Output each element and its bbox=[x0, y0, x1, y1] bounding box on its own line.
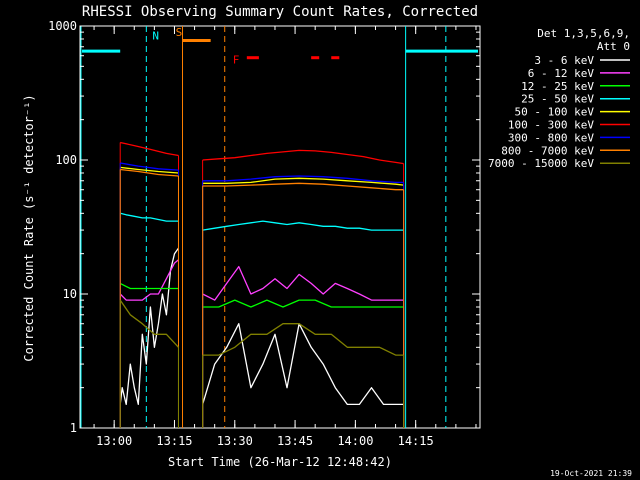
series-line bbox=[202, 182, 404, 191]
x-tick-label: 13:00 bbox=[96, 434, 132, 448]
legend-label: 800 - 7000 keV bbox=[501, 144, 594, 157]
series-line bbox=[202, 299, 404, 308]
series-line bbox=[201, 323, 404, 406]
series-line bbox=[120, 141, 179, 157]
series-line bbox=[120, 212, 179, 222]
series-lines bbox=[119, 141, 405, 428]
series-line bbox=[119, 259, 179, 301]
legend-label: 25 - 50 keV bbox=[521, 93, 594, 106]
legend-header-attenuator: Att 0 bbox=[597, 40, 630, 53]
timestamp: 19-Oct-2021 21:39 bbox=[550, 469, 632, 478]
x-tick-label: 14:00 bbox=[337, 434, 373, 448]
series-line bbox=[120, 162, 179, 171]
series-line bbox=[202, 177, 404, 186]
x-axis-label: Start Time (26-Mar-12 12:48:42) bbox=[168, 455, 392, 469]
legend-label: 3 - 6 keV bbox=[534, 54, 594, 67]
legend-label: 6 - 12 keV bbox=[528, 67, 595, 80]
y-tick-label: 1000 bbox=[48, 19, 77, 33]
plot-border bbox=[79, 25, 481, 429]
y-axis-label: Corrected Count Rate (s⁻¹ detector⁻¹) bbox=[22, 94, 36, 361]
x-tick-label: 13:45 bbox=[277, 434, 313, 448]
y-tick-label: 1 bbox=[70, 421, 77, 435]
x-tick-label: 13:15 bbox=[156, 434, 192, 448]
series-line bbox=[202, 323, 404, 356]
legend-label: 300 - 800 keV bbox=[508, 131, 594, 144]
legend-label: 12 - 25 keV bbox=[521, 80, 594, 93]
axis-ticks: 1 10 100 1000 13:00 13:15 13:30 13:45 14:00 14:15 bbox=[48, 19, 480, 448]
flag-label: S bbox=[176, 26, 183, 39]
series-line bbox=[119, 282, 179, 290]
y-tick-label: 100 bbox=[55, 153, 77, 167]
series-line bbox=[120, 166, 179, 174]
legend-label: 100 - 300 keV bbox=[508, 119, 594, 132]
legend-label: 7000 - 15000 keV bbox=[488, 157, 594, 170]
series-line bbox=[202, 149, 404, 165]
legend-header-detectors: Det 1,3,5,6,9, bbox=[537, 27, 630, 40]
series-line bbox=[120, 168, 179, 177]
plot-frame bbox=[79, 25, 481, 429]
y-tick-label: 10 bbox=[63, 287, 77, 301]
legend-label: 50 - 100 keV bbox=[515, 106, 595, 119]
series-line bbox=[202, 265, 404, 301]
flag-label: N bbox=[152, 29, 159, 42]
series-line bbox=[202, 175, 404, 184]
series-line bbox=[119, 299, 179, 348]
flag-label: F bbox=[233, 54, 240, 67]
series-line bbox=[119, 247, 180, 406]
x-tick-label: 14:15 bbox=[398, 434, 434, 448]
x-tick-label: 13:30 bbox=[217, 434, 253, 448]
series-line bbox=[202, 220, 404, 231]
chart-title: RHESSI Observing Summary Count Rates, Co… bbox=[82, 4, 478, 20]
